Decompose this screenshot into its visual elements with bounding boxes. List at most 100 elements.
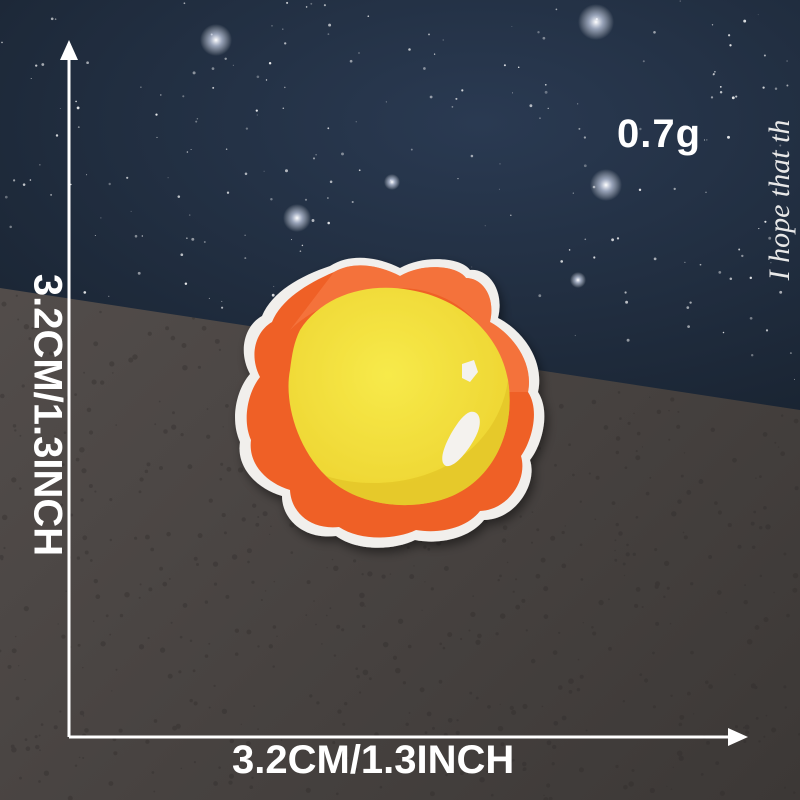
surface-speck — [216, 783, 218, 786]
surface-speck — [280, 739, 283, 741]
star — [593, 256, 596, 259]
surface-speck — [132, 354, 138, 360]
surface-speck — [635, 450, 638, 453]
surface-speck — [84, 550, 89, 555]
surface-speck — [113, 751, 118, 756]
surface-speck — [193, 761, 196, 764]
surface-speck — [537, 446, 542, 450]
surface-speck — [683, 535, 688, 540]
surface-speck — [487, 704, 491, 709]
surface-speck — [594, 518, 597, 521]
surface-speck — [444, 758, 448, 762]
surface-speck — [655, 621, 660, 626]
surface-speck — [783, 786, 787, 789]
surface-speck — [634, 603, 639, 608]
surface-speck — [7, 664, 12, 669]
star — [208, 297, 210, 299]
starry-card — [0, 0, 800, 410]
surface-speck — [358, 691, 362, 694]
star — [763, 54, 766, 57]
surface-speck — [172, 411, 175, 415]
surface-speck — [138, 490, 142, 494]
surface-speck — [61, 463, 65, 467]
surface-speck — [568, 443, 571, 447]
star — [180, 253, 184, 257]
surface-speck — [84, 728, 89, 733]
surface-speck — [763, 735, 766, 738]
star-glow — [200, 24, 232, 56]
surface-speck — [765, 524, 771, 530]
surface-speck — [486, 760, 492, 766]
star — [75, 100, 77, 103]
surface-speck — [0, 393, 5, 399]
star — [271, 293, 275, 297]
surface-speck — [668, 409, 670, 412]
star — [108, 295, 110, 297]
star — [221, 306, 224, 309]
surface-speck — [60, 503, 64, 507]
star — [155, 113, 158, 116]
surface-speck — [115, 668, 118, 671]
surface-speck — [331, 558, 334, 561]
surface-speck — [719, 790, 725, 796]
surface-speck — [531, 511, 534, 513]
star — [203, 241, 206, 243]
surface-speck — [572, 473, 575, 477]
surface-speck — [63, 431, 67, 434]
star — [699, 263, 702, 266]
surface-speck — [669, 622, 672, 625]
star — [141, 235, 143, 237]
star — [706, 139, 708, 141]
star — [789, 352, 792, 355]
surface-speck — [649, 787, 656, 794]
surface-speck — [588, 472, 591, 475]
surface-speck — [509, 705, 514, 711]
surface-speck — [472, 595, 475, 598]
star — [718, 271, 722, 274]
surface-speck — [359, 592, 365, 599]
surface-speck — [306, 580, 311, 585]
star — [327, 33, 330, 35]
surface-speck — [469, 691, 473, 695]
surface-speck — [641, 606, 644, 608]
surface-speck — [710, 427, 716, 433]
star — [547, 107, 549, 110]
surface-speck — [783, 685, 787, 689]
surface-speck — [269, 767, 274, 773]
star — [539, 117, 541, 119]
surface-speck — [0, 557, 4, 561]
surface-speck — [316, 701, 320, 705]
surface-speck — [206, 434, 211, 439]
surface-speck — [362, 624, 366, 629]
surface-speck — [723, 733, 726, 736]
surface-speck — [561, 715, 567, 721]
surface-speck — [635, 515, 639, 519]
surface-speck — [607, 598, 610, 601]
surface-speck — [633, 412, 635, 415]
surface-speck — [663, 595, 666, 599]
surface-speck — [436, 540, 442, 546]
surface-speck — [111, 372, 114, 374]
star — [470, 154, 474, 158]
surface-speck — [19, 434, 22, 437]
star — [758, 228, 760, 230]
surface-speck — [88, 484, 93, 488]
surface-speck — [0, 554, 4, 560]
surface-speck — [88, 430, 94, 435]
star — [770, 262, 772, 264]
surface-speck — [15, 696, 20, 701]
star — [764, 220, 767, 223]
star — [86, 61, 89, 65]
surface-speck — [737, 544, 742, 549]
surface-speck — [14, 429, 17, 432]
star — [433, 53, 436, 55]
star — [719, 90, 723, 94]
surface-speck — [246, 548, 252, 554]
star — [779, 144, 782, 147]
star — [624, 291, 627, 294]
surface-speck — [794, 486, 799, 491]
surface-speck — [568, 678, 574, 684]
surface-speck — [676, 424, 681, 429]
surface-speck — [632, 552, 636, 556]
surface-speck — [690, 650, 694, 655]
